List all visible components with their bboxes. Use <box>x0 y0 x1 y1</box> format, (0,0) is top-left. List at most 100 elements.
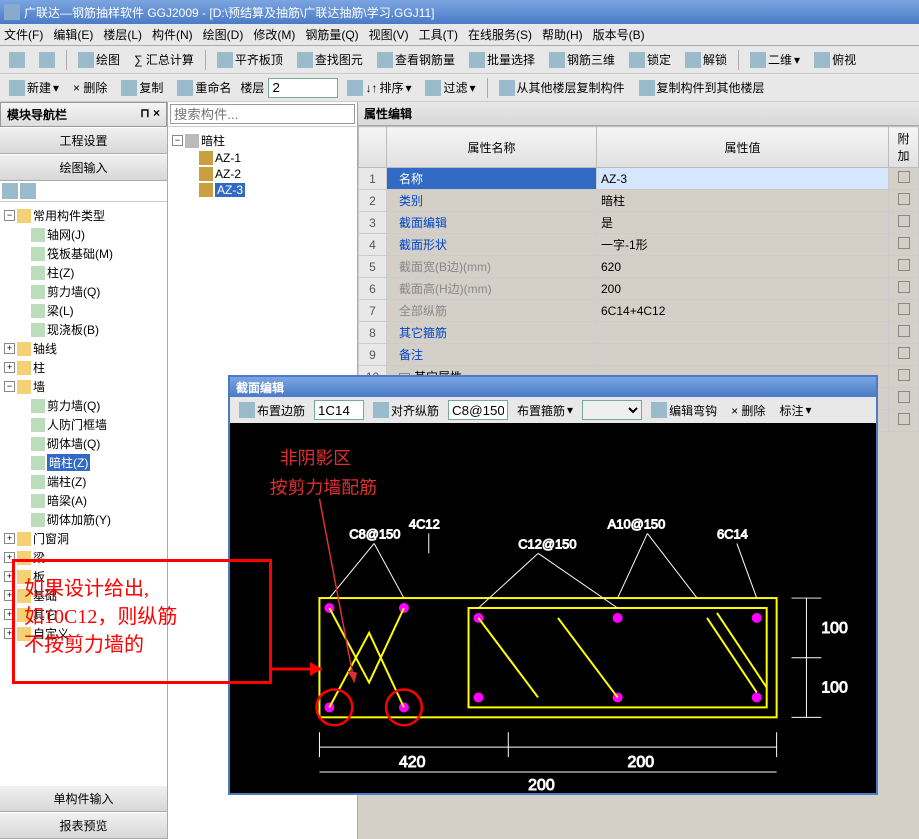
se-bz[interactable]: 布置边筋 <box>234 399 310 422</box>
tree-exp[interactable]: − <box>4 210 15 221</box>
menu-online[interactable]: 在线服务(S) <box>468 26 532 43</box>
next-icon[interactable] <box>20 183 36 199</box>
view-icon <box>377 52 393 68</box>
tb-batch[interactable]: 批量选择 <box>464 48 540 71</box>
tb-findgy[interactable]: 查找图元 <box>292 48 368 71</box>
floor-input[interactable] <box>268 78 338 98</box>
se-dq[interactable]: 对齐纵筋 <box>368 399 444 422</box>
item-icon <box>199 151 213 165</box>
new-icon <box>9 80 25 96</box>
tb-s3d[interactable]: 钢筋三维 <box>544 48 620 71</box>
wall-icon <box>31 399 45 413</box>
menu-edit[interactable]: 编辑(E) <box>53 26 93 43</box>
tb-draw[interactable]: 绘图 <box>73 48 125 71</box>
se-ed[interactable]: 编辑弯钩 <box>646 399 722 422</box>
sort-icon <box>347 80 363 96</box>
search-input[interactable] <box>170 104 355 124</box>
back-icon <box>9 52 25 68</box>
prop-row[interactable]: 7全部纵筋6C14+4C12 <box>359 300 919 322</box>
folder-icon <box>17 342 31 356</box>
se-del[interactable]: × 删除 <box>726 399 770 422</box>
menu-modify[interactable]: 修改(M) <box>253 26 295 43</box>
se-v2[interactable] <box>448 400 508 420</box>
tb-new[interactable]: 新建▾ <box>4 76 64 99</box>
acc-report[interactable]: 报表预览 <box>0 812 167 839</box>
menubar: 文件(F) 编辑(E) 楼层(L) 构件(N) 绘图(D) 修改(M) 钢筋量(… <box>0 24 919 46</box>
prop-row[interactable]: 1名称AZ-3 <box>359 168 919 190</box>
copy-icon <box>121 80 137 96</box>
prop-row[interactable]: 3截面编辑是 <box>359 212 919 234</box>
tb-fwd[interactable] <box>34 49 60 71</box>
tb-rename[interactable]: 重命名 <box>172 76 236 99</box>
tree-exp[interactable]: − <box>172 135 183 146</box>
wall-icon <box>31 285 45 299</box>
prop-row[interactable]: 5截面宽(B边)(mm)620 <box>359 256 919 278</box>
acc-huitu[interactable]: 绘图输入 <box>0 154 167 181</box>
tb-plate[interactable]: 平齐板顶 <box>212 48 288 71</box>
folder-icon <box>17 209 31 223</box>
tree-exp[interactable]: + <box>4 362 15 373</box>
tb-back[interactable] <box>4 49 30 71</box>
menu-draw[interactable]: 绘图(D) <box>203 26 244 43</box>
titlebar: 广联达—钢筋抽样软件 GGJ2009 - [D:\预结算及抽筋\广联达抽筋\学习… <box>0 0 919 24</box>
tb-filter[interactable]: 过滤▾ <box>420 76 480 99</box>
se-bg[interactable]: 布置箍筋▾ <box>512 399 578 422</box>
two-icon <box>750 52 766 68</box>
tb-calc[interactable]: ∑ 汇总计算 <box>129 48 199 71</box>
prop-row[interactable]: 9备注 <box>359 344 919 366</box>
tree-exp[interactable]: + <box>4 343 15 354</box>
menu-file[interactable]: 文件(F) <box>4 26 43 43</box>
menu-version[interactable]: 版本号(B) <box>593 26 645 43</box>
search-icon <box>297 52 313 68</box>
prop-header: 属性编辑 <box>358 102 919 126</box>
forward-icon <box>39 52 55 68</box>
se-note[interactable]: 标注▾ <box>774 399 816 422</box>
toolbar1: 绘图 ∑ 汇总计算 平齐板顶 查找图元 查看钢筋量 批量选择 钢筋三维 锁定 解… <box>0 46 919 74</box>
se-v1[interactable] <box>314 400 364 420</box>
ortho-icon <box>814 52 830 68</box>
menu-rebar[interactable]: 钢筋量(Q) <box>305 26 358 43</box>
nav-title: 模块导航栏 ⊓ × <box>0 102 167 127</box>
filter-icon <box>425 80 441 96</box>
acc-gcsz[interactable]: 工程设置 <box>0 127 167 154</box>
tb-two[interactable]: 二维▾ <box>745 48 805 71</box>
beam-icon <box>31 304 45 318</box>
tb-ortho[interactable]: 俯视 <box>809 48 861 71</box>
prop-row[interactable]: 4截面形状一字-1形 <box>359 234 919 256</box>
menu-tool[interactable]: 工具(T) <box>419 26 458 43</box>
rename-icon <box>177 80 193 96</box>
prev-icon[interactable] <box>2 183 18 199</box>
menu-member[interactable]: 构件(N) <box>152 26 193 43</box>
menu-floor[interactable]: 楼层(L) <box>103 26 142 43</box>
tree-exp[interactable]: − <box>4 381 15 392</box>
tree-exp[interactable]: + <box>4 533 15 544</box>
col-num <box>359 127 387 168</box>
menu-help[interactable]: 帮助(H) <box>542 26 583 43</box>
copyto-icon <box>639 80 655 96</box>
dq-icon <box>373 402 389 418</box>
tb-viewq[interactable]: 查看钢筋量 <box>372 48 460 71</box>
app-title: 广联达—钢筋抽样软件 GGJ2009 - [D:\预结算及抽筋\广联达抽筋\学习… <box>24 4 435 21</box>
group-icon <box>185 134 199 148</box>
item-icon <box>199 167 213 181</box>
tb-copyfrom[interactable]: 从其他楼层复制构件 <box>494 76 630 99</box>
tb-lock[interactable]: 锁定 <box>624 48 676 71</box>
se-select[interactable] <box>582 400 642 420</box>
raft-icon <box>31 247 45 261</box>
tb-del[interactable]: × 删除 <box>68 76 112 99</box>
tb-sort[interactable]: ↓↑排序▾ <box>342 76 416 99</box>
acc-single[interactable]: 单构件输入 <box>0 785 167 812</box>
toolbar2: 新建▾ × 删除 复制 重命名 楼层 ↓↑排序▾ 过滤▾ 从其他楼层复制构件 复… <box>0 74 919 102</box>
tb-copyto[interactable]: 复制构件到其他楼层 <box>634 76 770 99</box>
se-title: 截面编辑 <box>230 377 876 397</box>
batch-icon <box>469 52 485 68</box>
menu-view[interactable]: 视图(V) <box>369 26 409 43</box>
tb-unlock[interactable]: 解锁 <box>680 48 732 71</box>
se-toolbar: 布置边筋 对齐纵筋 布置箍筋▾ 编辑弯钩 × 删除 标注▾ <box>230 397 876 423</box>
doorwall-icon <box>31 418 45 432</box>
prop-row[interactable]: 6截面高(H边)(mm)200 <box>359 278 919 300</box>
prop-row[interactable]: 8其它箍筋 <box>359 322 919 344</box>
prop-row[interactable]: 2类别暗柱 <box>359 190 919 212</box>
tb-copy[interactable]: 复制 <box>116 76 168 99</box>
pin-icon[interactable]: ⊓ × <box>140 106 160 123</box>
